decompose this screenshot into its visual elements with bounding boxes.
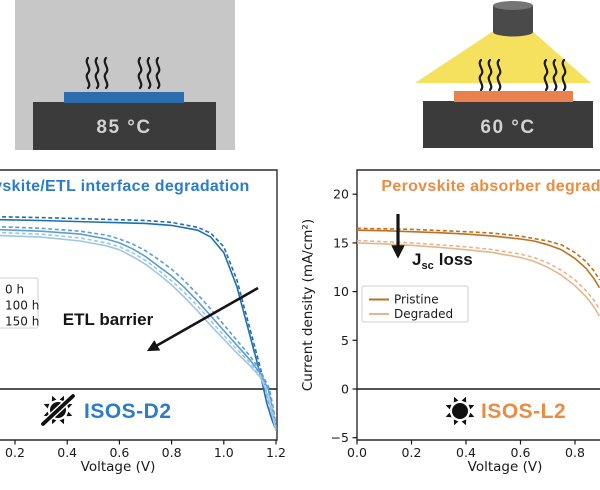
series-100-h-forward [0, 228, 277, 429]
isos-l2-badge: ISOS-L2 [481, 400, 566, 423]
legend: 0 h 100 h 150 h [0, 277, 39, 329]
x-tick-label: 0.6 [109, 445, 129, 460]
sun-ray [468, 412, 475, 418]
heat-waves-icon [478, 58, 502, 92]
series-Degraded-forward [357, 242, 600, 317]
x-axis-label: Voltage (V) [81, 459, 156, 475]
series-Pristine-reverse [357, 227, 600, 281]
x-axis-label: Voltage (V) [468, 459, 543, 475]
legend: Pristine Degraded [361, 285, 469, 323]
heat-waves-icon [543, 58, 567, 92]
legend-entry: 0 h [5, 283, 24, 297]
sun-ray [453, 396, 459, 403]
legend-entry: Pristine [394, 293, 439, 307]
lamp-platform [423, 101, 593, 148]
legend-entry: 150 h [5, 315, 39, 329]
isos-d2-badge: ISOS-D2 [84, 400, 172, 423]
lamp-bottom [493, 27, 533, 37]
crossed-sun-slash [39, 392, 77, 428]
y-tick-label: 20 [333, 187, 349, 202]
series-Pristine-forward [357, 229, 600, 289]
sun-icon [445, 396, 475, 426]
y-tick-label: 0 [341, 382, 349, 397]
sun-ray [445, 412, 452, 418]
legend-entry: 100 h [5, 299, 39, 313]
hotplate-temperature: 85 °C [96, 117, 151, 138]
heat-waves-icon [85, 56, 109, 90]
legend-entry: Degraded [394, 307, 453, 321]
plot-frame [356, 169, 600, 441]
sun-ray [51, 395, 57, 402]
x-tick-label: 0.6 [511, 445, 531, 460]
sun-ray [453, 419, 459, 426]
y-tick-label: −5 [331, 430, 349, 445]
series-Degraded-reverse [357, 239, 600, 310]
top-illustrations: 85 °C 60 °C [15, 0, 593, 150]
hotplate-platform [33, 102, 216, 150]
sun-ray [66, 411, 73, 417]
y-tick-label: 15 [333, 235, 349, 250]
y-tick-label: 5 [341, 333, 349, 348]
x-tick-label: 1.0 [214, 445, 234, 460]
lamp-top [493, 1, 533, 10]
sun-ray [59, 395, 65, 402]
x-tick-label: 0.2 [5, 445, 25, 460]
sun-ray [51, 418, 57, 425]
sun-ray [468, 404, 475, 410]
series-150-h-reverse [0, 231, 277, 430]
x-tick-label: 0.8 [565, 445, 585, 460]
x-tick-label: 0.2 [402, 445, 422, 460]
legend-box [0, 277, 39, 329]
series-100-h-reverse [0, 225, 277, 427]
x-tick-label: 0.4 [456, 445, 476, 460]
sun-ray [59, 418, 65, 425]
sun-ray [461, 419, 467, 426]
heat-waves-icon [137, 56, 161, 90]
sun-disc [452, 403, 468, 419]
y-tick-label: 10 [333, 284, 349, 299]
jsc-loss-annotation: Jsc loss [412, 250, 473, 272]
hotplate-panel: 85 °C [15, 0, 235, 150]
chart-title: Perovskite absorber degradation [381, 178, 600, 195]
x-tick-label: 0.4 [57, 445, 77, 460]
annotation-arrow [146, 286, 259, 352]
x-tick-label: 0.0 [347, 445, 367, 460]
plot-area: 0.0 0.2 0.4 0.6 0.8 −5 0 5 10 15 20 [331, 187, 600, 460]
hotplate-sample [64, 92, 184, 103]
x-tick-label: 1.2 [266, 445, 286, 460]
sun-ray [461, 396, 467, 403]
chart-right-jv-curves: 0.0 0.2 0.4 0.6 0.8 −5 0 5 10 15 20 Perovskite abs… [300, 169, 600, 475]
x-tick-label: 0.8 [162, 445, 182, 460]
lamp-sample [454, 91, 573, 102]
etl-barrier-annotation: ETL barrier [63, 310, 154, 329]
sun-ray [43, 403, 50, 409]
plot-frame [0, 169, 278, 441]
series-0-h-forward [0, 218, 277, 431]
sun-ray [445, 404, 452, 410]
chart-left-jv-curves: 0.2 0.4 0.6 0.8 1.0 1.2 Perovskite/ETL interf… [0, 169, 286, 475]
y-axis-label: Current density (mA/cm²) [300, 219, 316, 391]
plot-area: 0.2 0.4 0.6 0.8 1.0 1.2 [0, 216, 286, 460]
chart-title: Perovskite/ETL interface degradation [0, 178, 250, 195]
lamp-temperature: 60 °C [480, 117, 535, 138]
series-150-h-forward [0, 234, 277, 432]
lamp-panel: 60 °C [415, 1, 593, 148]
